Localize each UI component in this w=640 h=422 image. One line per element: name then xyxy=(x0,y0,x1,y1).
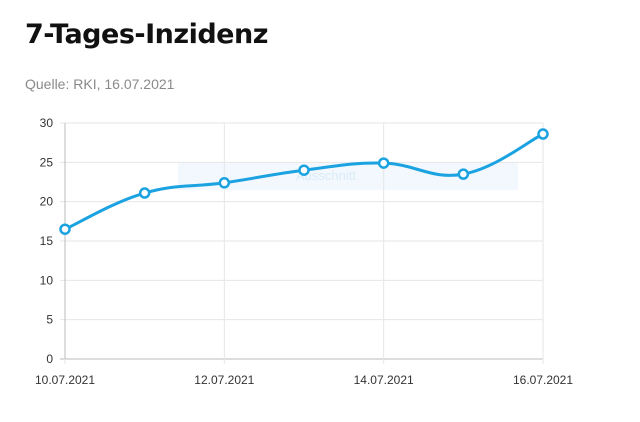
y-tick-label: 20 xyxy=(40,195,54,209)
source-caption: Quelle: RKI, 16.07.2021 xyxy=(25,76,175,92)
data-point[interactable] xyxy=(298,164,310,176)
y-tick-label: 15 xyxy=(40,234,54,248)
y-tick-label: 25 xyxy=(40,155,54,169)
data-point[interactable] xyxy=(377,157,390,169)
y-tick-label: 5 xyxy=(46,313,53,327)
y-tick-label: 30 xyxy=(40,116,54,130)
x-tick-label: 12.07.2021 xyxy=(194,373,254,387)
data-point[interactable] xyxy=(457,168,470,180)
y-tick-label: 10 xyxy=(40,273,54,287)
x-tick-label: 14.07.2021 xyxy=(354,373,414,387)
y-tick-label: 0 xyxy=(46,352,53,366)
series-line xyxy=(63,132,545,231)
chart-title: 7-Tages-Inzidenz xyxy=(25,19,268,50)
data-point[interactable] xyxy=(59,223,71,235)
data-point[interactable] xyxy=(218,177,231,189)
data-point[interactable] xyxy=(138,187,151,199)
x-tick-label: 10.07.2021 xyxy=(35,373,95,387)
data-point[interactable] xyxy=(537,128,549,140)
x-tick-label: 16.07.2021 xyxy=(513,373,573,387)
